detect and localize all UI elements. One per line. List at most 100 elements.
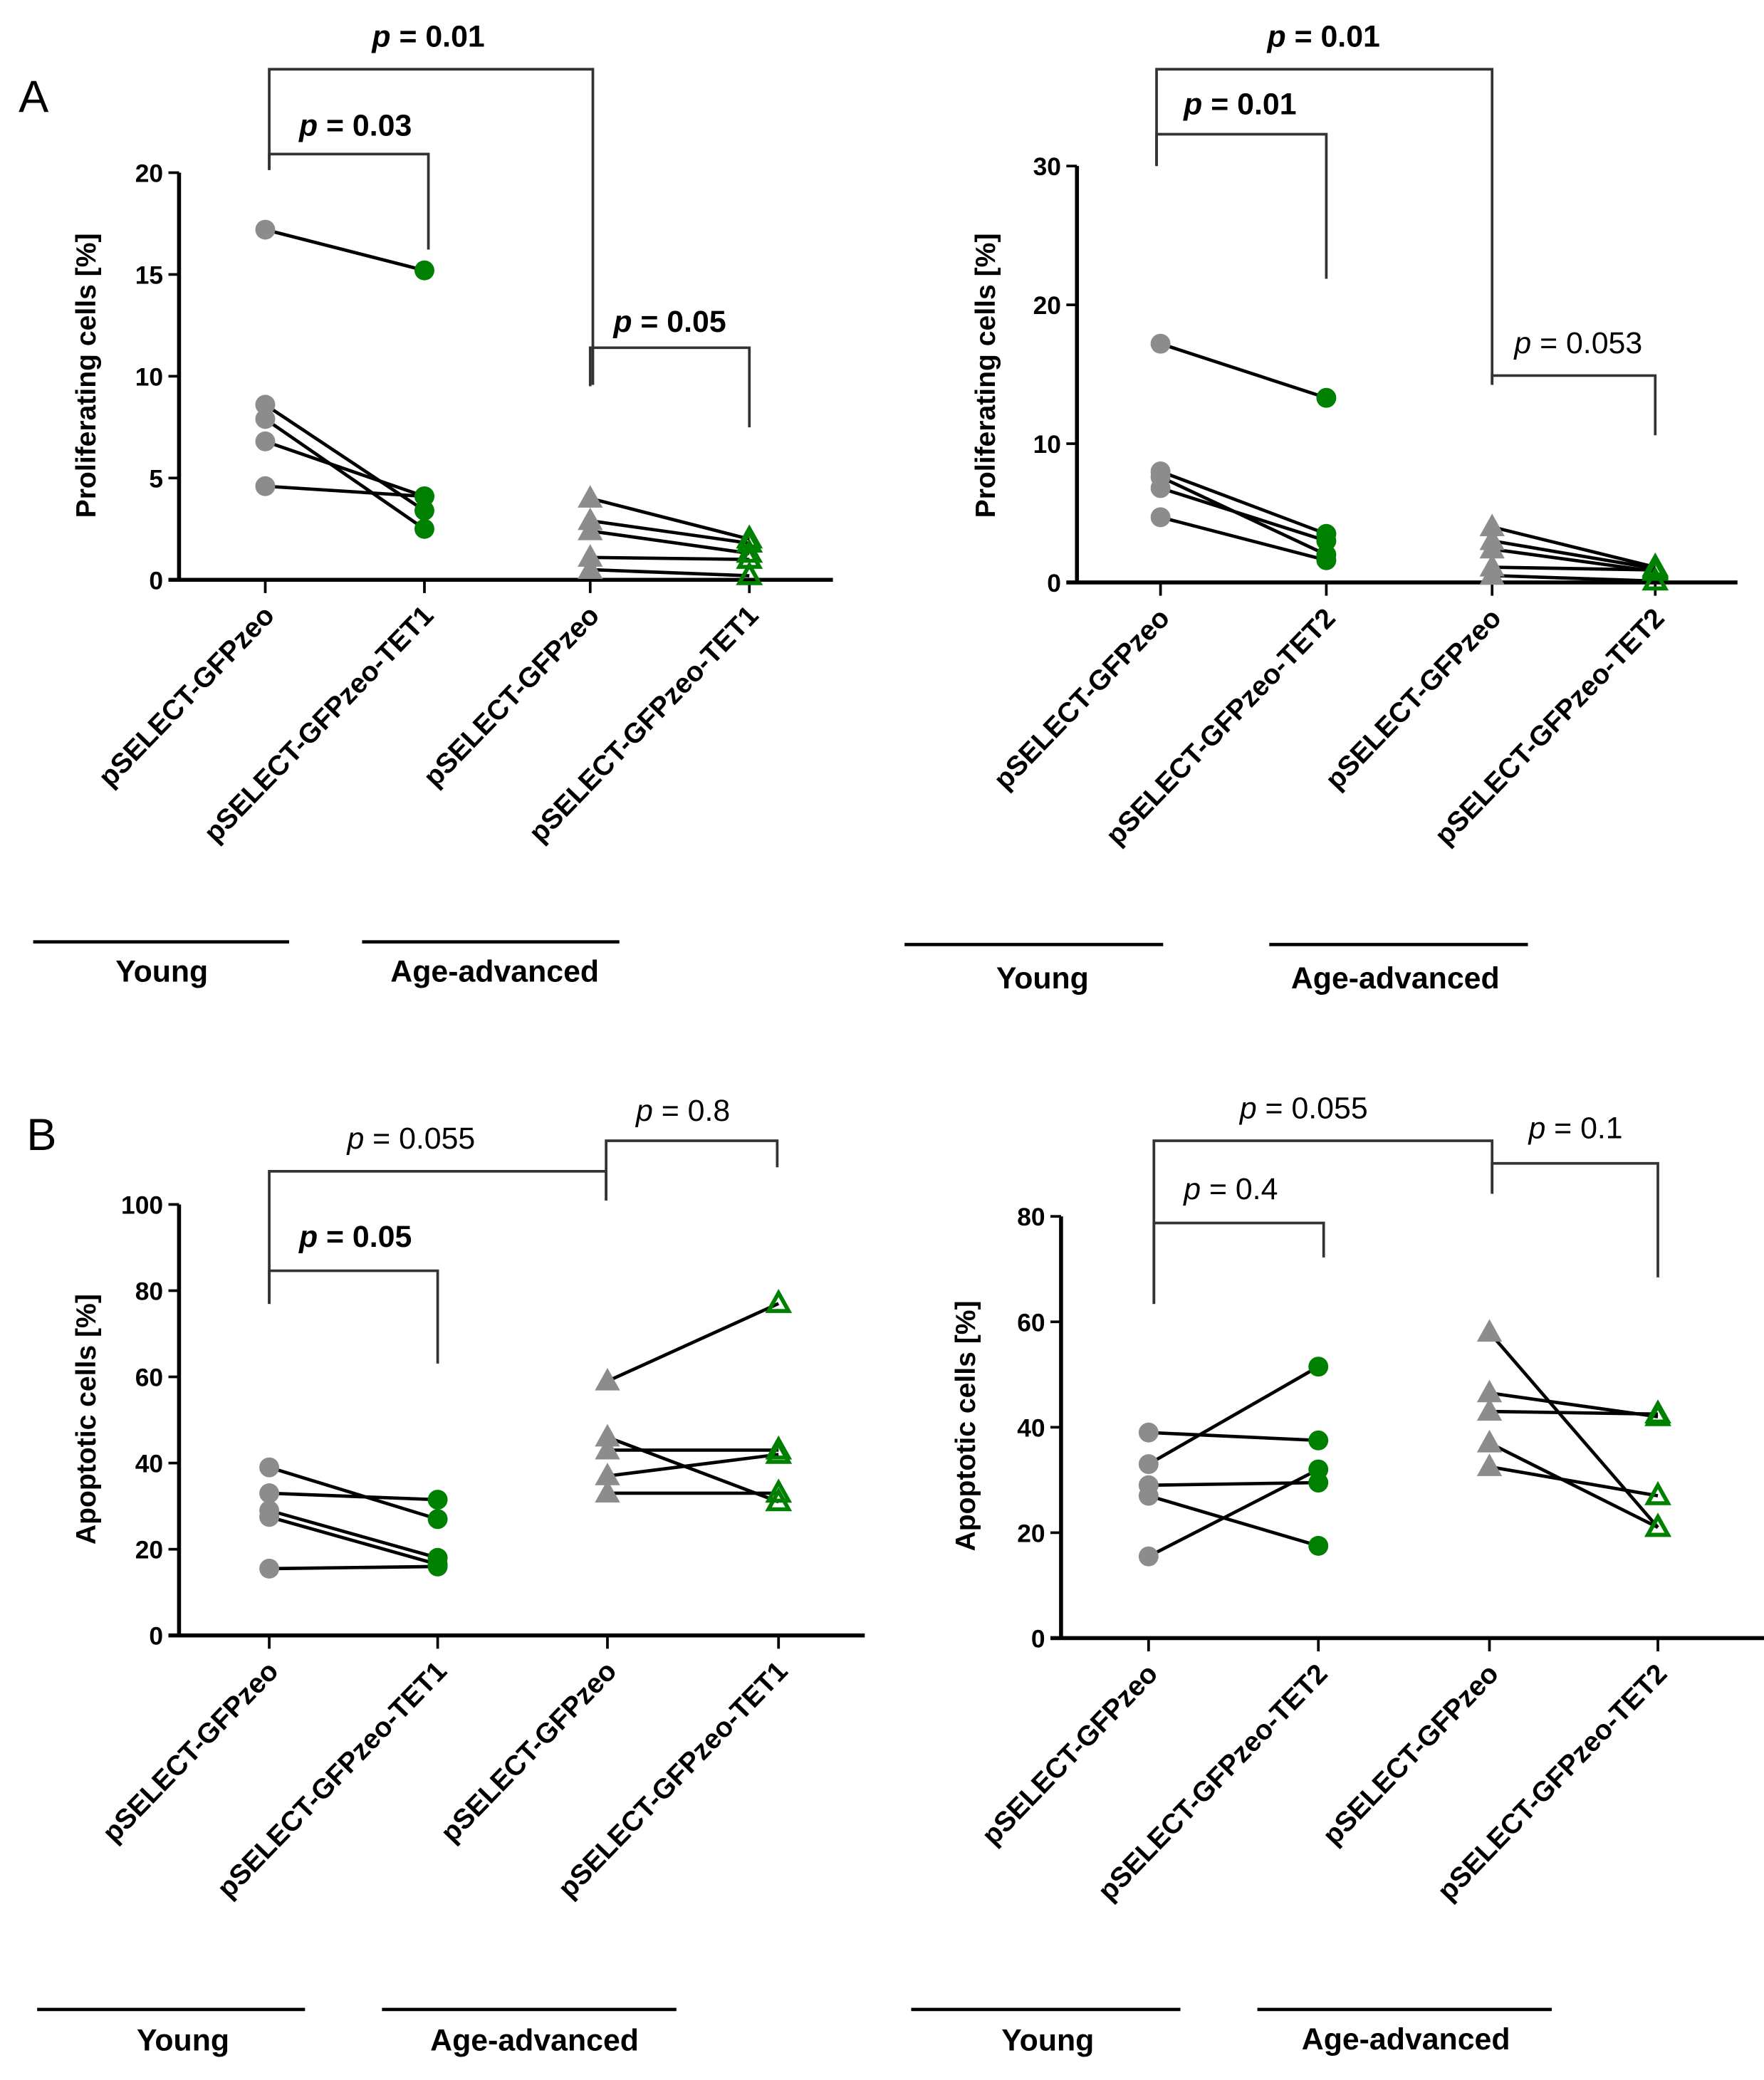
p-value-label: p = 0.03: [298, 108, 412, 142]
control-point: [1138, 1422, 1159, 1443]
panel-letter: B: [26, 1110, 56, 1160]
y-tick-label: 10: [1033, 431, 1061, 459]
p-value-text: = 0.05: [632, 305, 726, 339]
paired-line: [1159, 342, 1327, 399]
chart-panel: A 0 5 10 15 20 Proliferating cells [%] pSELECT-…: [19, 20, 833, 989]
tet-point: [1308, 1430, 1329, 1451]
y-tick-label: 0: [149, 1623, 163, 1651]
tet-point: [1642, 555, 1669, 580]
control-point: [1476, 1429, 1503, 1453]
y-tick-label: 10: [135, 363, 163, 391]
paired-line: [264, 417, 426, 531]
tet-point: [1316, 531, 1337, 551]
paired-line: [590, 519, 750, 545]
p-value-text: = 0.4: [1201, 1172, 1278, 1206]
p-value-label: p = 0.055: [1238, 1091, 1368, 1125]
y-axis-label: Proliferating cells [%]: [971, 233, 1001, 518]
p-value-text: = 0.8: [653, 1094, 730, 1128]
p-symbol: p: [635, 1094, 653, 1128]
paired-line: [1148, 1494, 1319, 1548]
p-value-label: p = 0.4: [1182, 1172, 1278, 1206]
paired-line: [264, 439, 425, 498]
paired-line: [1488, 1441, 1659, 1530]
p-value-text: = 0.05: [318, 1220, 412, 1254]
control-point: [1479, 535, 1505, 559]
paired-line: [1147, 1468, 1320, 1558]
p-symbol: p: [298, 1220, 318, 1254]
x-tick-label: pSELECT-GFPzeo: [418, 600, 605, 793]
control-point: [1138, 1546, 1159, 1567]
group-label: Age-advanced: [1302, 2022, 1510, 2057]
control-point: [578, 556, 603, 579]
x-tick-label: pSELECT-GFPzeo: [988, 602, 1176, 795]
y-tick-label: 30: [1033, 153, 1061, 181]
tet-point: [414, 501, 434, 521]
tet-point: [1644, 1399, 1671, 1424]
y-tick-label: 20: [1017, 1520, 1045, 1547]
paired-line: [264, 403, 426, 512]
paired-line: [1160, 516, 1327, 563]
y-tick-label: 60: [135, 1364, 163, 1392]
control-point: [1138, 1454, 1159, 1475]
paired-line: [268, 1515, 439, 1567]
group-label: Age-advanced: [1291, 961, 1500, 995]
p-value-label: p = 0.1: [1527, 1111, 1622, 1145]
tet-point: [765, 1439, 793, 1464]
paired-line: [264, 228, 425, 272]
paired-line: [1159, 469, 1327, 535]
y-axis-label: Apoptotic cells [%]: [71, 1294, 102, 1545]
control-point: [259, 1507, 280, 1527]
p-symbol: p: [1182, 1172, 1201, 1206]
paired-line: [607, 1436, 780, 1504]
y-tick-label: 0: [149, 567, 163, 595]
tet-point: [1644, 1512, 1671, 1537]
tet-point: [1316, 550, 1337, 570]
control-point: [595, 1480, 620, 1503]
group-label: Age-advanced: [390, 955, 599, 989]
significance-bracket: [1152, 1221, 1325, 1305]
paired-line: [1147, 1365, 1320, 1466]
tet-point: [765, 1289, 793, 1313]
p-symbol: p: [1267, 20, 1286, 54]
p-value-label: p = 0.05: [298, 1220, 412, 1254]
p-symbol: p: [298, 108, 318, 142]
control-point: [578, 518, 603, 540]
p-symbol: p: [1527, 1111, 1545, 1145]
paired-line: [1489, 1409, 1659, 1416]
control-point: [1479, 562, 1505, 585]
tet-point: [1308, 1535, 1329, 1556]
paired-line: [1492, 565, 1656, 572]
p-symbol: p: [1238, 1091, 1257, 1125]
group-label: Age-advanced: [430, 2024, 639, 2058]
p-value-text: = 0.01: [391, 20, 485, 54]
significance-bracket: [268, 1269, 439, 1364]
p-value-text: = 0.1: [1545, 1111, 1622, 1145]
x-tick-label: pSELECT-GFPzeo: [1320, 602, 1507, 795]
y-tick-label: 40: [1017, 1414, 1045, 1442]
control-point: [1479, 513, 1505, 537]
tet-point: [736, 560, 763, 585]
paired-line: [607, 1302, 780, 1383]
chart-panel: 0 10 20 30 Proliferating cells [%] pSELECT-GF…: [904, 20, 1738, 995]
y-tick-label: 20: [135, 160, 163, 188]
p-value-label: p = 0.01: [1267, 20, 1380, 54]
tet-point: [427, 1509, 448, 1530]
p-value-text: = 0.055: [364, 1122, 475, 1156]
p-value-label: p = 0.01: [1183, 88, 1296, 122]
control-point: [595, 1463, 620, 1485]
control-point: [259, 1457, 280, 1478]
paired-line: [1491, 539, 1656, 570]
tet-point: [1644, 1480, 1671, 1505]
significance-bracket: [268, 68, 595, 385]
chart-panel: 0 20 40 60 80 Apoptotic cells [%] pSELECT-GFPz…: [911, 1091, 1764, 2058]
paired-line: [590, 496, 750, 541]
significance-bracket: [1491, 374, 1657, 436]
tet-point: [414, 260, 434, 281]
y-axis-label: Apoptotic cells [%]: [951, 1300, 981, 1551]
paired-line: [1148, 1431, 1319, 1443]
control-point: [1476, 1398, 1503, 1421]
control-point: [1150, 333, 1171, 354]
tet-point: [414, 518, 434, 539]
p-value-label: p = 0.8: [635, 1094, 730, 1128]
